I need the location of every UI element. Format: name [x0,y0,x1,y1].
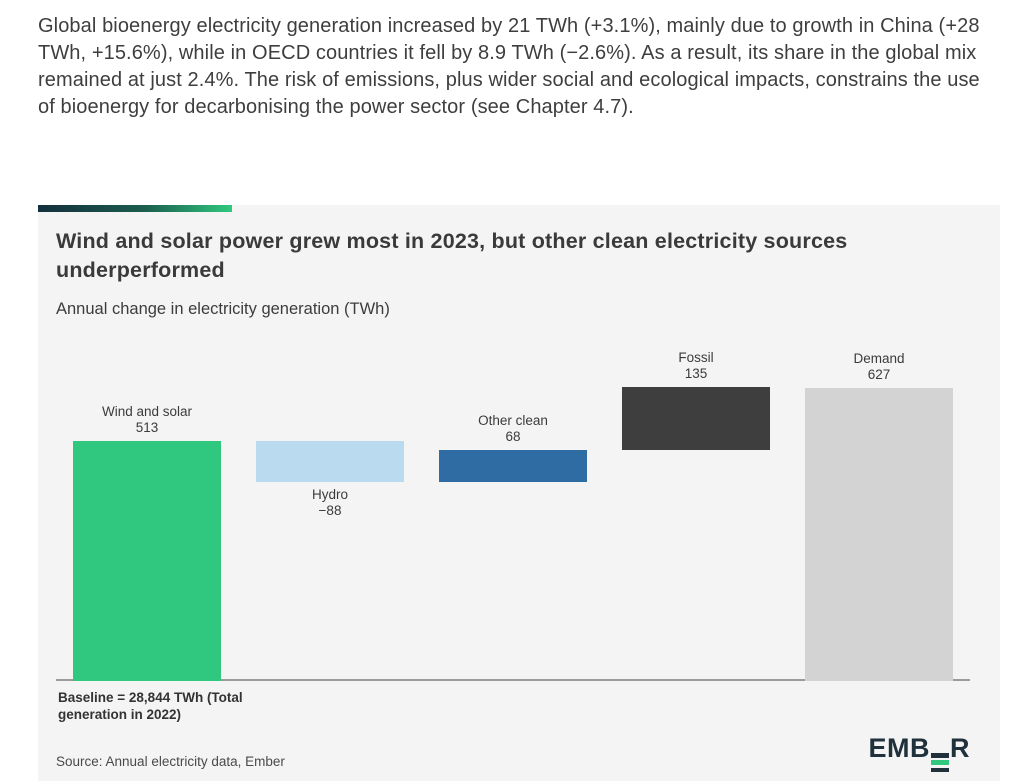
bar-value-other-clean: 68 [505,429,521,445]
bar-value-wind-and-solar: 513 [135,419,159,435]
logo-bar-middle [931,760,949,765]
logo-bar-top [931,753,949,758]
bar-value-hydro: −88 [318,503,342,519]
bar-wind-and-solar [73,440,221,681]
bar-other-clean [439,450,587,483]
ember-logo: EMB R [869,733,971,772]
baseline-axis [56,679,970,681]
bar-label-demand: Demand 627 [780,351,978,383]
bar-name-hydro: Hydro [311,487,348,503]
bar-value-fossil: 135 [684,366,708,382]
baseline-note: Baseline = 28,844 TWh (Total generation … [58,690,243,722]
chart-area: Wind and solar 513 Hydro −88 Other clean 68 Fo… [56,350,970,681]
logo-text-suffix: R [950,732,970,763]
bar-name-demand: Demand [853,350,905,366]
bar-name-wind-and-solar: Wind and solar [101,403,193,419]
bar-value-demand: 627 [867,366,891,382]
bar-label-wind-and-solar: Wind and solar 513 [48,404,246,436]
logo-text-prefix: EMB [868,732,930,763]
bar-label-other-clean: Other clean 68 [414,413,612,445]
bar-name-fossil: Fossil [678,350,714,366]
intro-paragraph: Global bioenergy electricity generation … [38,15,980,118]
accent-gradient-bar [38,205,232,212]
chart-title: Wind and solar power grew most in 2023, … [56,229,848,282]
bar-name-other-clean: Other clean [478,413,548,429]
bar-label-fossil: Fossil 135 [597,350,795,382]
bar-label-hydro: Hydro −88 [231,487,429,519]
bar-fossil [622,387,770,451]
chart-card: Wind and solar power grew most in 2023, … [38,205,1000,781]
source-note: Source: Annual electricity data, Ember [56,754,285,769]
ember-three-bar-e-icon [931,753,949,772]
bar-hydro [256,440,404,483]
chart-subtitle: Annual change in electricity generation … [56,300,390,318]
logo-bar-bottom [931,767,949,772]
bar-demand [805,387,953,681]
